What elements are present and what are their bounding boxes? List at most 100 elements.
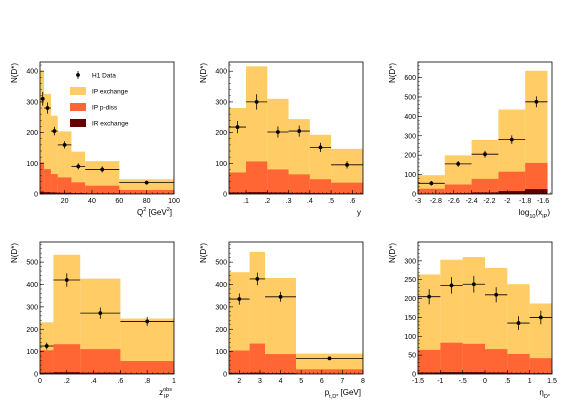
stack-bar-ip-p-diss (249, 343, 266, 374)
x-tick-label: -3 (415, 198, 421, 205)
data-point (471, 150, 499, 158)
data-point (418, 180, 445, 186)
data-point (331, 161, 363, 169)
x-tick-label: -.5 (459, 378, 467, 385)
panel-4: 0 100 200 300 400 500 0 .2 .4 .6 .8 1 N(D*) zobs IP (10, 241, 176, 400)
stack-bar-ip-p-diss (462, 343, 485, 374)
label-rest: [GeV (146, 208, 167, 217)
data-marker (98, 311, 103, 316)
x-tick-label: 80 (143, 198, 151, 205)
plot-frame (228, 61, 364, 195)
x-tick-label: -2.4 (466, 198, 478, 205)
stack-bar-ip-exchange (529, 303, 552, 374)
stack-bar-ip-p-diss (229, 172, 247, 194)
legend-label: IP exchange (92, 88, 128, 95)
x-tick-label: 6 (320, 378, 324, 385)
stack-bar-ir-exchange (507, 372, 530, 374)
data-point (498, 135, 526, 144)
data-marker (327, 356, 332, 361)
y-axis-label: N(D*) (10, 63, 19, 83)
y-tick-label: 50 (408, 353, 416, 360)
x-tick-label: .3 (286, 198, 292, 205)
stack-bar-ir-exchange (50, 192, 58, 194)
x-tick-label: -1.6 (537, 198, 549, 205)
stack-bar-ir-exchange (40, 191, 45, 194)
stack-bar-ip-p-diss (498, 171, 526, 194)
data-marker (345, 162, 349, 167)
plot-frame (39, 241, 175, 375)
stack-bar-ir-exchange (40, 372, 54, 374)
x-axis-label: y (357, 208, 361, 217)
data-point (525, 96, 548, 108)
label-part: p (325, 388, 330, 397)
y-tick-label: 400 (215, 282, 227, 289)
stack-bar-ip-p-diss (71, 182, 86, 194)
plot-frame (228, 241, 364, 375)
data-point (71, 163, 86, 170)
data-marker (44, 344, 49, 348)
data-marker (318, 145, 323, 150)
y-tick-label: 400 (404, 114, 416, 121)
x-tick-label: -1.8 (519, 198, 531, 205)
data-point (462, 275, 485, 293)
data-point (485, 287, 508, 303)
label-part: log (519, 208, 530, 217)
data-marker (45, 106, 50, 110)
stack-bar-ip-p-diss (265, 354, 296, 374)
x-tick-label: .6 (117, 378, 123, 385)
y-tick-label: 200 (215, 130, 227, 137)
y-axis-label: N(D*) (388, 243, 397, 263)
data-marker (429, 181, 434, 186)
stack-bar-ip-p-diss (331, 182, 363, 194)
label-sup: 2 (143, 207, 146, 213)
y-axis-label: N(D*) (10, 243, 19, 263)
data-point (57, 141, 72, 149)
stack-bar-ip-p-diss (485, 349, 508, 374)
legend-swatch (70, 103, 86, 111)
y-tick-label: 200 (404, 153, 416, 160)
stack-bar-ir-exchange (267, 192, 289, 194)
label-sup: 2 (167, 207, 170, 213)
x-tick-label: -2 (504, 198, 510, 205)
label-end: ] (170, 208, 172, 217)
data-point (529, 310, 552, 325)
x-tick-label: 0 (38, 378, 42, 385)
x-tick-label: 2 (237, 378, 241, 385)
x-tick-label: .5 (504, 378, 510, 385)
y-tick-label: 200 (26, 130, 38, 137)
y-tick-label: 100 (404, 172, 416, 179)
data-point (50, 126, 58, 136)
data-point (120, 316, 174, 326)
stack-bar-ip-p-diss (40, 350, 54, 374)
x-tick-label: 60 (115, 198, 123, 205)
stack-bar-ip-exchange (229, 272, 250, 374)
legend-label: IP p-diss (92, 104, 118, 111)
stack-bar-ip-p-diss (309, 179, 332, 194)
stack-bar-ip-exchange (418, 274, 441, 374)
x-axis-label: ηD* (539, 388, 550, 400)
legend-entry: H1 Data (76, 71, 116, 79)
stack-bar-ir-exchange (249, 372, 266, 374)
y-tick-label: 100 (26, 349, 38, 356)
x-tick-label: 4 (279, 378, 283, 385)
x-axis-label: zobs IP (159, 387, 172, 400)
stack-bar-ip-exchange (309, 134, 332, 194)
y-axis-label: N(D*) (388, 63, 397, 83)
panel-3: 0 100 200 300 400 500 600 -3 -2.8 -2.6 -2.4 -2.2 -2 -… (388, 61, 553, 220)
y-tick-label: 600 (404, 75, 416, 82)
x-tick-label: 100 (168, 198, 180, 205)
label-sub: D* (544, 394, 551, 400)
legend-marker (76, 73, 80, 77)
data-marker (471, 282, 476, 287)
stack-bar-ip-p-diss (50, 174, 58, 194)
data-marker (516, 321, 521, 325)
data-marker (254, 100, 259, 104)
x-tick-label: -1.5 (412, 378, 424, 385)
stack-bar-ir-exchange (288, 192, 310, 194)
data-marker (427, 294, 432, 299)
data-marker (456, 162, 461, 166)
plot-frame (39, 61, 175, 195)
data-marker (235, 125, 240, 129)
y-tick-label: 0 (223, 192, 227, 199)
